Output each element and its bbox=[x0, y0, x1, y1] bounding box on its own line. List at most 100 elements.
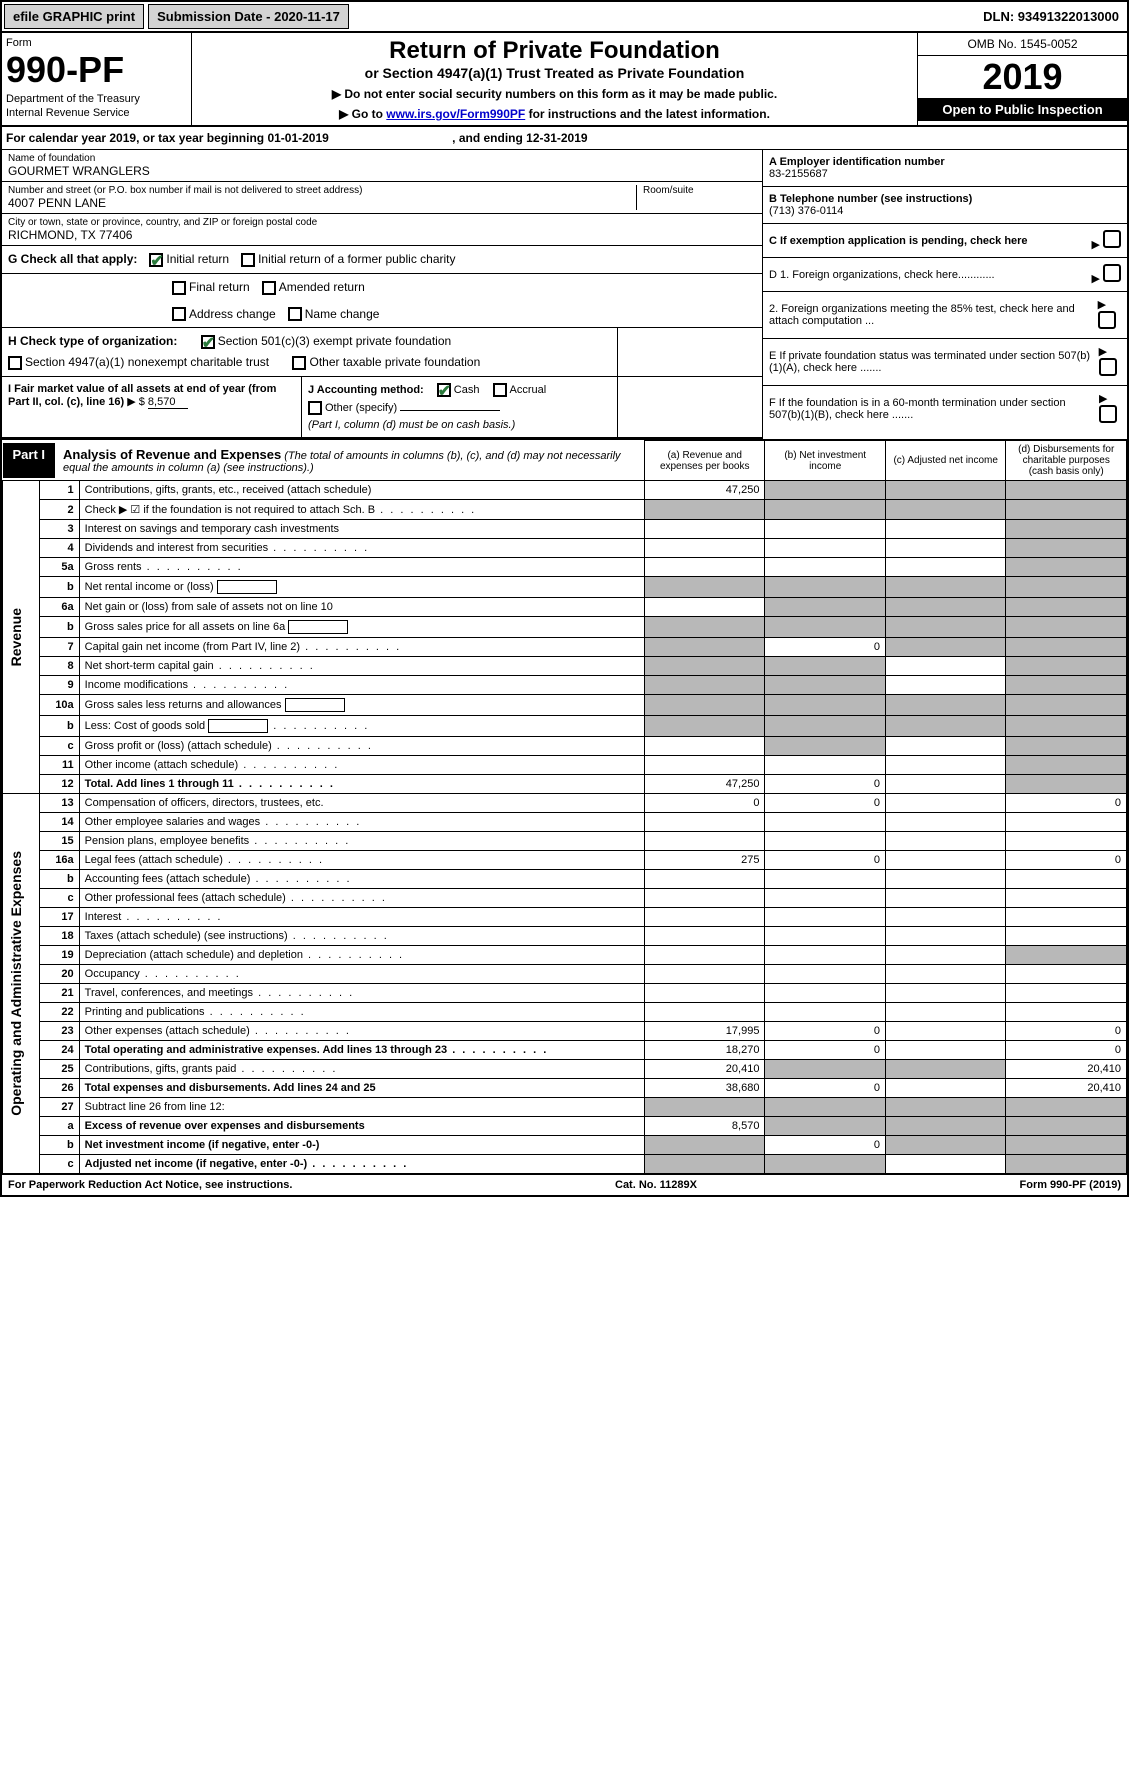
row-desc: Subtract line 26 from line 12: bbox=[79, 1098, 644, 1117]
table-row: 27Subtract line 26 from line 12: bbox=[3, 1098, 1127, 1117]
cell-a bbox=[644, 577, 765, 598]
cell-a bbox=[644, 1003, 765, 1022]
other-specify-line[interactable] bbox=[400, 410, 500, 411]
d1-checkbox[interactable] bbox=[1103, 264, 1121, 282]
irs-link[interactable]: www.irs.gov/Form990PF bbox=[386, 107, 525, 121]
row-number: 14 bbox=[40, 813, 79, 832]
row-desc: Gross rents bbox=[79, 558, 644, 577]
row-desc: Net short-term capital gain bbox=[79, 657, 644, 676]
row-desc: Other professional fees (attach schedule… bbox=[79, 889, 644, 908]
table-row: 6aNet gain or (loss) from sale of assets… bbox=[3, 598, 1127, 617]
efile-print-button[interactable]: efile GRAPHIC print bbox=[4, 4, 144, 29]
cell-a bbox=[644, 617, 765, 638]
cell-a bbox=[644, 1136, 765, 1155]
tax-year: 2019 bbox=[918, 56, 1127, 98]
calendar-year-row: For calendar year 2019, or tax year begi… bbox=[2, 127, 1127, 150]
amended-return-checkbox[interactable] bbox=[262, 281, 276, 295]
cell-d: 20,410 bbox=[1006, 1060, 1127, 1079]
row-number: 23 bbox=[40, 1022, 79, 1041]
cell-a: 18,270 bbox=[644, 1041, 765, 1060]
row-number: 18 bbox=[40, 927, 79, 946]
row-desc: Less: Cost of goods sold bbox=[79, 716, 644, 737]
cash-checkbox[interactable] bbox=[437, 383, 451, 397]
calyear-ending: , and ending 12-31-2019 bbox=[452, 131, 587, 145]
form-container: efile GRAPHIC print Submission Date - 20… bbox=[0, 0, 1129, 1197]
other-method-checkbox[interactable] bbox=[308, 401, 322, 415]
note2-post: for instructions and the latest informat… bbox=[525, 107, 770, 121]
cell-b bbox=[765, 889, 886, 908]
cell-a bbox=[644, 716, 765, 737]
table-row: bLess: Cost of goods sold bbox=[3, 716, 1127, 737]
cell-b bbox=[765, 1003, 886, 1022]
col-d-header: (d) Disbursements for charitable purpose… bbox=[1006, 441, 1127, 481]
row-number: 25 bbox=[40, 1060, 79, 1079]
cell-b: 0 bbox=[765, 775, 886, 794]
row-number: 24 bbox=[40, 1041, 79, 1060]
address-change-checkbox[interactable] bbox=[172, 307, 186, 321]
cell-d bbox=[1006, 775, 1127, 794]
accrual-checkbox[interactable] bbox=[493, 383, 507, 397]
cell-d bbox=[1006, 1117, 1127, 1136]
row-number: 20 bbox=[40, 965, 79, 984]
table-row: 9Income modifications bbox=[3, 676, 1127, 695]
table-row: bGross sales price for all assets on lin… bbox=[3, 617, 1127, 638]
g-initial: Initial return bbox=[166, 252, 229, 266]
row-desc: Total. Add lines 1 through 11 bbox=[79, 775, 644, 794]
cell-b bbox=[765, 965, 886, 984]
expenses-side-label: Operating and Administrative Expenses bbox=[3, 794, 40, 1174]
row-desc: Other expenses (attach schedule) bbox=[79, 1022, 644, 1041]
part1-desc: Analysis of Revenue and Expenses (The to… bbox=[55, 443, 644, 478]
cell-d: 0 bbox=[1006, 851, 1127, 870]
info-left: Name of foundation GOURMET WRANGLERS Num… bbox=[2, 150, 762, 439]
name-change-checkbox[interactable] bbox=[288, 307, 302, 321]
cell-d bbox=[1006, 832, 1127, 851]
omb-number: OMB No. 1545-0052 bbox=[918, 33, 1127, 56]
cell-b bbox=[765, 695, 886, 716]
cell-d bbox=[1006, 927, 1127, 946]
form-number: 990-PF bbox=[6, 49, 187, 91]
cell-a: 47,250 bbox=[644, 775, 765, 794]
cell-d bbox=[1006, 716, 1127, 737]
row-desc: Net investment income (if negative, ente… bbox=[79, 1136, 644, 1155]
h-label: H Check type of organization: bbox=[8, 334, 177, 348]
col-b-header: (b) Net investment income bbox=[765, 441, 886, 481]
initial-former-checkbox[interactable] bbox=[241, 253, 255, 267]
cell-b bbox=[765, 756, 886, 775]
row-number: 15 bbox=[40, 832, 79, 851]
initial-return-checkbox[interactable] bbox=[149, 253, 163, 267]
row-number: 5a bbox=[40, 558, 79, 577]
table-row: 12Total. Add lines 1 through 1147,2500 bbox=[3, 775, 1127, 794]
other-taxable-checkbox[interactable] bbox=[292, 356, 306, 370]
cell-d bbox=[1006, 617, 1127, 638]
e-checkbox[interactable] bbox=[1099, 358, 1117, 376]
b-value: (713) 376-0114 bbox=[769, 205, 972, 217]
cell-c bbox=[885, 889, 1006, 908]
dept-treasury: Department of the Treasury bbox=[6, 93, 187, 105]
cell-c bbox=[885, 908, 1006, 927]
cell-b bbox=[765, 500, 886, 520]
4947-checkbox[interactable] bbox=[8, 356, 22, 370]
h-4947: Section 4947(a)(1) nonexempt charitable … bbox=[25, 355, 269, 369]
row-number: c bbox=[40, 737, 79, 756]
cell-d bbox=[1006, 1155, 1127, 1174]
cell-a bbox=[644, 927, 765, 946]
cell-b: 0 bbox=[765, 1136, 886, 1155]
cell-a: 20,410 bbox=[644, 1060, 765, 1079]
table-row: 22Printing and publications bbox=[3, 1003, 1127, 1022]
c-checkbox[interactable] bbox=[1103, 230, 1121, 248]
cell-b: 0 bbox=[765, 1079, 886, 1098]
table-row: 14Other employee salaries and wages bbox=[3, 813, 1127, 832]
cell-c bbox=[885, 1098, 1006, 1117]
cell-c bbox=[885, 756, 1006, 775]
part1-title: Analysis of Revenue and Expenses bbox=[63, 447, 281, 462]
cell-c bbox=[885, 1117, 1006, 1136]
table-row: 5aGross rents bbox=[3, 558, 1127, 577]
f-checkbox[interactable] bbox=[1099, 405, 1117, 423]
row-number: 11 bbox=[40, 756, 79, 775]
cell-c bbox=[885, 676, 1006, 695]
final-return-checkbox[interactable] bbox=[172, 281, 186, 295]
cell-a bbox=[644, 832, 765, 851]
501c3-checkbox[interactable] bbox=[201, 335, 215, 349]
c-box: C If exemption application is pending, c… bbox=[763, 224, 1127, 258]
d2-checkbox[interactable] bbox=[1098, 311, 1116, 329]
